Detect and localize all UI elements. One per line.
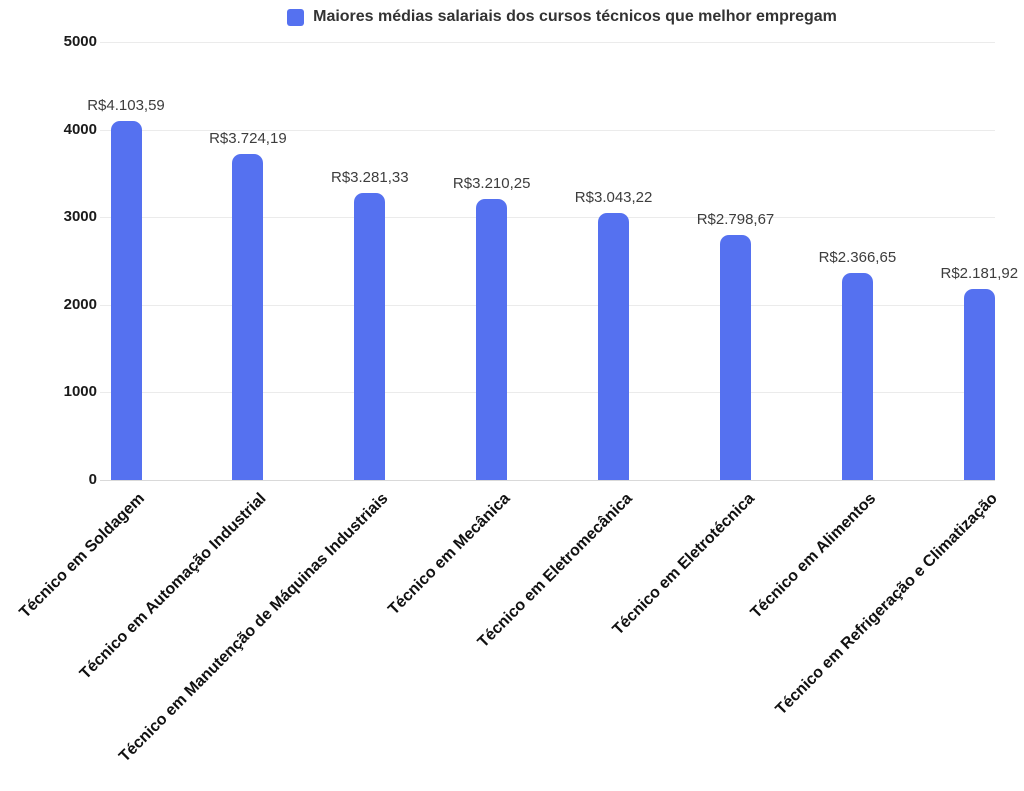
x-axis-label: Técnico em Alimentos bbox=[747, 490, 880, 622]
gridline bbox=[100, 129, 995, 131]
bar bbox=[841, 272, 873, 480]
bar-value-label: R$2.181,92 bbox=[940, 264, 1019, 282]
bar-value-label: R$2.366,65 bbox=[818, 248, 897, 266]
bar bbox=[110, 120, 142, 480]
gridline bbox=[100, 217, 995, 219]
bar bbox=[354, 192, 386, 480]
x-axis-label: Técnico em Mecânica bbox=[385, 490, 514, 619]
bar bbox=[598, 213, 630, 480]
gridline bbox=[100, 392, 995, 394]
legend-color-swatch bbox=[287, 8, 305, 26]
bar bbox=[476, 198, 508, 480]
bar-value-label: R$3.724,19 bbox=[209, 129, 287, 147]
gridline bbox=[100, 304, 995, 306]
bar bbox=[232, 153, 264, 480]
bar bbox=[720, 234, 751, 480]
chart-title: Maiores médias salariais dos cursos técn… bbox=[313, 8, 837, 25]
bar-value-label: R$3.043,22 bbox=[574, 189, 653, 207]
y-tick-label: 0 bbox=[88, 471, 97, 488]
x-axis-label: Técnico em Refrigeração e Climatização bbox=[773, 490, 1002, 719]
gridline bbox=[100, 42, 995, 43]
x-axis-label: Técnico em Soldagem bbox=[16, 490, 149, 622]
y-tick-label: 1000 bbox=[63, 383, 97, 401]
x-axis-label: Técnico em Manutenção de Máquinas Indust… bbox=[116, 490, 392, 766]
y-tick-label: 5000 bbox=[63, 33, 97, 50]
bar bbox=[963, 288, 995, 480]
x-axis-baseline bbox=[100, 480, 995, 481]
y-tick-label: 2000 bbox=[63, 295, 97, 313]
chart-legend: Maiores médias salariais dos cursos técn… bbox=[100, 8, 1024, 26]
y-tick-label: 3000 bbox=[63, 208, 97, 226]
x-axis-label: Técnico em Eletrotécnica bbox=[609, 490, 758, 639]
bar-value-label: R$2.798,67 bbox=[696, 210, 775, 228]
bar-value-label: R$3.210,25 bbox=[452, 174, 531, 192]
y-tick-label: 4000 bbox=[63, 120, 97, 138]
bar-value-label: R$4.103,59 bbox=[87, 96, 165, 114]
bar-value-label: R$3.281,33 bbox=[331, 168, 409, 186]
